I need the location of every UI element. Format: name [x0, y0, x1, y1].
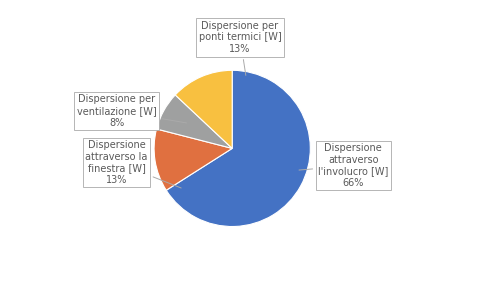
Wedge shape: [166, 70, 310, 227]
Wedge shape: [154, 129, 232, 190]
Wedge shape: [156, 95, 232, 149]
Wedge shape: [175, 70, 232, 149]
Text: Dispersione
attraverso la
finestra [W]
13%: Dispersione attraverso la finestra [W] 1…: [85, 140, 181, 188]
Text: Dispersione per
ponti termici [W]
13%: Dispersione per ponti termici [W] 13%: [199, 21, 281, 75]
Text: Dispersione per
ventilazione [W]
8%: Dispersione per ventilazione [W] 8%: [77, 94, 187, 127]
Text: Dispersione
attraverso
l'involucro [W]
66%: Dispersione attraverso l'involucro [W] 6…: [299, 143, 388, 188]
